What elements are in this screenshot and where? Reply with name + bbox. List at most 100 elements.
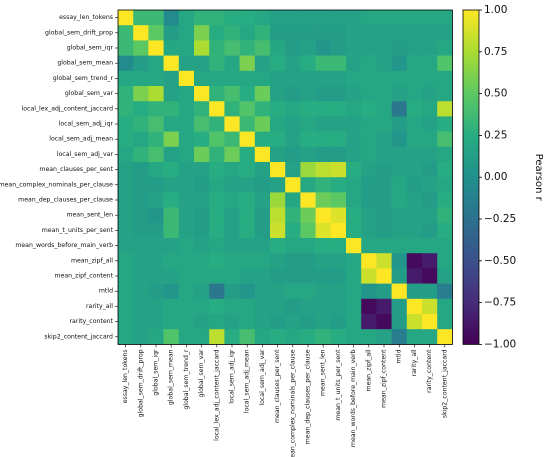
heatmap-cell xyxy=(285,116,301,132)
y-tick-label: mean_complex_nominals_per_clause xyxy=(0,181,113,188)
heatmap-cell xyxy=(285,10,301,26)
heatmap-cell xyxy=(254,162,271,178)
heatmap-cell xyxy=(330,40,347,56)
heatmap-cell xyxy=(346,207,362,224)
heatmap-cell xyxy=(300,314,316,330)
heatmap-cell xyxy=(194,101,210,117)
y-tick-label: skip2_content_jaccard xyxy=(44,333,113,340)
heatmap-cell xyxy=(209,207,225,224)
heatmap-cell xyxy=(118,116,134,132)
heatmap-cell xyxy=(315,116,332,132)
heatmap-cell xyxy=(194,40,210,56)
heatmap-cell xyxy=(300,283,316,300)
heatmap-cell xyxy=(209,146,225,163)
heatmap-cell xyxy=(194,207,210,224)
heatmap-cell xyxy=(270,55,286,72)
heatmap-cell xyxy=(391,116,408,132)
heatmap-cell xyxy=(406,268,423,284)
heatmap-cell xyxy=(330,146,347,163)
heatmap-cell xyxy=(437,314,453,330)
heatmap-cell xyxy=(239,40,256,56)
heatmap-cell xyxy=(194,131,210,148)
heatmap-cell xyxy=(376,86,392,102)
heatmap-cell xyxy=(361,177,377,193)
heatmap-cell xyxy=(118,146,134,163)
heatmap-cell xyxy=(391,101,408,117)
heatmap-cell xyxy=(361,162,377,178)
y-tick-label: mean_words_before_main_verb xyxy=(15,242,113,249)
heatmap-cell xyxy=(315,162,332,178)
heatmap-cell xyxy=(270,268,286,284)
heatmap-cell xyxy=(133,314,149,330)
x-tick-label: skip2_content_jaccard xyxy=(441,349,448,418)
heatmap-cell xyxy=(270,283,286,300)
heatmap-cell xyxy=(391,222,408,239)
x-tick-label: global_sem_drift_prop xyxy=(137,349,144,417)
heatmap-cell xyxy=(437,131,453,148)
y-tick-label: mean_clauses_per_sent xyxy=(39,166,113,173)
heatmap-cell xyxy=(224,101,240,117)
heatmap-cell xyxy=(133,238,149,254)
heatmap-cell xyxy=(330,192,347,208)
heatmap-cell xyxy=(422,207,438,224)
heatmap-cell xyxy=(239,55,256,72)
heatmap-cell xyxy=(224,10,240,26)
heatmap-cell xyxy=(163,283,180,300)
heatmap-cell xyxy=(346,222,362,239)
heatmap-cell xyxy=(133,192,149,208)
heatmap-cell xyxy=(406,131,423,148)
heatmap-cell xyxy=(376,55,392,72)
heatmap-cell xyxy=(406,162,423,178)
heatmap-cell xyxy=(270,207,286,224)
heatmap-cell xyxy=(178,70,195,87)
colorbar-tick-label: −1.00 xyxy=(484,338,516,350)
heatmap-cell xyxy=(422,192,438,208)
heatmap-cell xyxy=(285,192,301,208)
heatmap-cell xyxy=(133,10,149,26)
heatmap-cell xyxy=(178,177,195,193)
heatmap-cell xyxy=(437,101,453,117)
heatmap-cell xyxy=(361,55,377,72)
heatmap-cell xyxy=(163,177,180,193)
heatmap-cell xyxy=(239,222,256,239)
heatmap-cell xyxy=(315,146,332,163)
heatmap-cell xyxy=(194,268,210,284)
heatmap-cell xyxy=(406,55,423,72)
heatmap-cell xyxy=(163,70,180,87)
heatmap-cell xyxy=(330,238,347,254)
heatmap-cell xyxy=(285,40,301,56)
heatmap-cell xyxy=(315,314,332,330)
y-tick-label: mean_dep_clauses_per_clause xyxy=(18,197,113,204)
heatmap-cell xyxy=(361,298,377,315)
heatmap-cell xyxy=(361,146,377,163)
heatmap-cell xyxy=(437,268,453,284)
x-tick-label: global_sem_mean xyxy=(168,349,175,405)
colorbar-tick-label: 0.50 xyxy=(484,88,507,100)
heatmap-cell xyxy=(163,207,180,224)
y-tick-label: local_sem_adj_mean xyxy=(49,136,113,143)
heatmap-cell xyxy=(118,238,134,254)
heatmap-cell xyxy=(254,314,271,330)
heatmap-cell xyxy=(194,25,210,41)
y-tick-label: local_lex_adj_content_jaccard xyxy=(22,105,114,112)
heatmap-cell xyxy=(118,329,134,345)
heatmap-cell xyxy=(376,116,392,132)
heatmap-cell xyxy=(148,70,164,87)
heatmap-cell xyxy=(361,10,377,26)
heatmap-cell xyxy=(118,314,134,330)
heatmap-cell xyxy=(330,283,347,300)
colorbar xyxy=(462,9,480,345)
heatmap-cell xyxy=(346,253,362,269)
x-tick-label: local_lex_adj_content_jaccard xyxy=(213,349,220,441)
heatmap-cell xyxy=(422,177,438,193)
heatmap-cell xyxy=(330,177,347,193)
y-tick-label: mean_sent_len xyxy=(66,212,113,219)
heatmap-cell xyxy=(163,146,180,163)
heatmap-cell xyxy=(300,10,316,26)
heatmap-cell xyxy=(148,86,164,102)
heatmap-cell xyxy=(148,238,164,254)
heatmap-cell xyxy=(285,146,301,163)
heatmap-cell xyxy=(148,268,164,284)
heatmap-cell xyxy=(163,25,180,41)
heatmap-cell xyxy=(330,298,347,315)
